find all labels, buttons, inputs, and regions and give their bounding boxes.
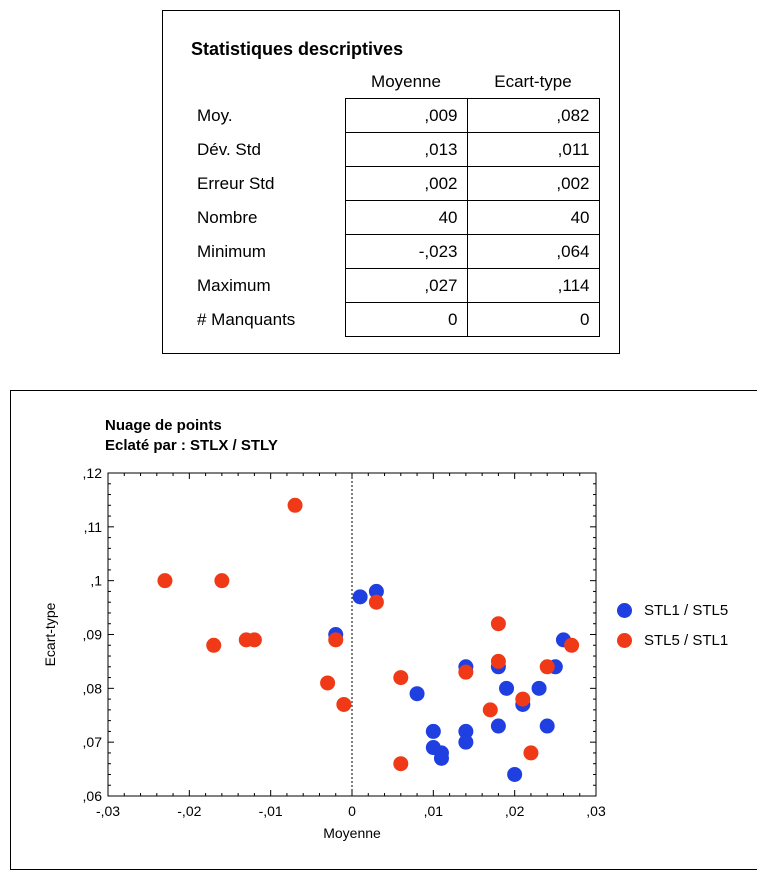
data-point-stl5-stl1 — [336, 696, 352, 712]
data-point-stl5-stl1 — [246, 632, 262, 648]
x-tick-label: ,02 — [505, 803, 525, 819]
data-point-stl5-stl1 — [490, 616, 506, 632]
data-point-stl5-stl1 — [157, 573, 173, 589]
data-point-stl5-stl1 — [368, 594, 384, 610]
table-row: Maximum ,027,114 — [191, 268, 600, 303]
data-point-stl5-stl1 — [490, 653, 506, 669]
stats-title: Statistiques descriptives — [191, 39, 404, 59]
data-point-stl1-stl5 — [458, 723, 474, 739]
data-point-stl1-stl5 — [531, 680, 547, 696]
legend-marker — [617, 632, 632, 648]
data-point-stl5-stl1 — [515, 691, 531, 707]
table-row: Erreur Std ,002,002 — [191, 166, 600, 201]
row-label: Maximum — [197, 275, 271, 295]
table-row: Minimum -,023,064 — [191, 234, 600, 269]
table-row: # Manquants 0 0 — [191, 302, 600, 337]
chart-panel: Nuage de points Eclaté par : STLX / STLY… — [10, 390, 757, 870]
stats-table: Moy. ,009,082 Dév. Std ,013,011 Erreur Std ,0… — [191, 98, 600, 337]
row-label: Dév. Std — [197, 139, 261, 159]
data-point-stl5-stl1 — [523, 745, 539, 761]
sd-cell: ,082 — [466, 98, 600, 133]
scatter-plot: -,03 -,02 -,01 0 ,01 ,02 ,03 ,06 ,07 ,08 ,09 ,1 ,11,… — [42, 465, 606, 841]
data-point-stl5-stl1 — [539, 659, 555, 675]
y-tick-label: ,12 — [83, 465, 103, 481]
sd-cell: ,011 — [466, 132, 600, 167]
chart-title: Nuage de points — [105, 417, 222, 434]
column-header-sd: Ecart-type — [494, 72, 572, 91]
data-point-stl1-stl5 — [425, 723, 441, 739]
data-point-stl1-stl5 — [368, 583, 384, 599]
table-row: Dév. Std ,013,011 — [191, 132, 600, 167]
data-point-stl5-stl1 — [206, 637, 222, 653]
legend-item: STL1 / STL5 — [617, 595, 728, 625]
data-point-stl1-stl5 — [507, 766, 523, 782]
data-point-stl1-stl5 — [499, 680, 515, 696]
data-point-stl5-stl1 — [214, 573, 230, 589]
x-tick-label: ,03 — [586, 803, 606, 819]
mean-cell: 40 — [344, 200, 468, 235]
data-point-stl5-stl1 — [458, 664, 474, 680]
y-tick-label: ,06 — [83, 788, 103, 804]
x-tick-label: -,03 — [96, 803, 120, 819]
data-point-stl5-stl1 — [393, 756, 409, 772]
legend-label: STL1 / STL5 — [644, 601, 729, 619]
y-tick-label: ,08 — [83, 680, 103, 696]
x-axis-label: Moyenne — [323, 825, 381, 841]
mean-cell: ,002 — [344, 166, 468, 201]
sd-cell: ,002 — [466, 166, 600, 201]
legend-label: STL5 / STL1 — [644, 631, 729, 649]
table-row: Moy. ,009,082 — [191, 98, 600, 133]
row-label: Moy. — [197, 105, 233, 125]
sd-cell: ,064 — [466, 234, 600, 269]
column-header-mean: Moyenne — [371, 72, 441, 91]
row-label: Erreur Std — [197, 173, 275, 193]
data-point-stl1-stl5 — [539, 718, 555, 734]
data-point-stl5-stl1 — [328, 632, 344, 648]
x-tick-label: -,01 — [259, 803, 283, 819]
mean-cell: ,027 — [344, 268, 468, 303]
data-point-stl5-stl1 — [564, 637, 580, 653]
chart-subtitle: Eclaté par : STLX / STLY — [105, 437, 278, 454]
y-tick-label: ,1 — [90, 573, 102, 589]
data-point-stl1-stl5 — [409, 686, 425, 702]
mean-cell: -,023 — [344, 234, 468, 269]
x-tick-label: -,02 — [177, 803, 201, 819]
row-label: Nombre — [197, 207, 258, 227]
x-tick-label: ,01 — [424, 803, 444, 819]
data-point-stl1-stl5 — [490, 718, 506, 734]
data-point-stl5-stl1 — [393, 670, 409, 686]
table-row: Nombre 40 40 — [191, 200, 600, 235]
y-tick-label: ,07 — [83, 734, 103, 750]
y-axis-label: Ecart-type — [42, 602, 58, 666]
data-point-stl1-stl5 — [458, 734, 474, 750]
mean-cell: ,009 — [344, 98, 468, 133]
stats-panel: Statistiques descriptives Moyenne Ecart-… — [162, 10, 620, 354]
data-point-stl5-stl1 — [320, 675, 336, 691]
x-tick-label: 0 — [348, 803, 356, 819]
mean-cell: ,013 — [344, 132, 468, 167]
y-tick-label: ,09 — [83, 627, 103, 643]
row-label: # Manquants — [197, 309, 296, 329]
legend-item: STL5 / STL1 — [617, 625, 728, 655]
y-tick-label: ,11 — [84, 519, 103, 535]
sd-cell: 40 — [466, 200, 600, 235]
data-point-stl5-stl1 — [482, 702, 498, 718]
sd-cell: 0 — [466, 302, 600, 337]
data-point-stl1-stl5 — [433, 750, 449, 766]
data-point-stl5-stl1 — [287, 497, 303, 513]
legend-marker — [617, 602, 632, 618]
data-point-stl1-stl5 — [352, 589, 368, 605]
chart-legend: STL1 / STL5 STL5 / STL1 — [617, 595, 728, 655]
row-label: Minimum — [197, 241, 266, 261]
sd-cell: ,114 — [466, 268, 600, 303]
mean-cell: 0 — [344, 302, 468, 337]
